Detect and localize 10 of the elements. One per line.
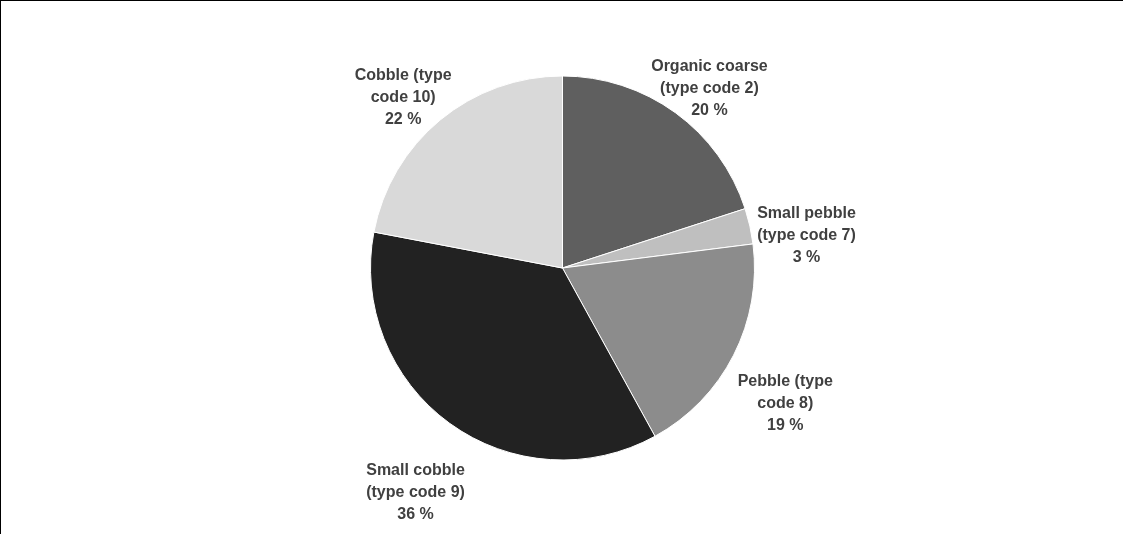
- slice-label: Organic coarse (type code 2): [651, 56, 768, 96]
- slice-label: Pebble (type code 8): [737, 372, 833, 412]
- slice-label: Small cobble (type code 9): [366, 461, 465, 501]
- data-label: 20 %: [691, 100, 728, 118]
- slice-label: Small pebble (type code 7): [757, 204, 856, 244]
- data-label: 19 %: [767, 416, 804, 434]
- data-label: 3 %: [792, 248, 821, 266]
- data-label: 36 %: [397, 505, 434, 523]
- slice-label: Cobble (type code 10): [354, 66, 452, 106]
- data-label: 22 %: [384, 110, 422, 128]
